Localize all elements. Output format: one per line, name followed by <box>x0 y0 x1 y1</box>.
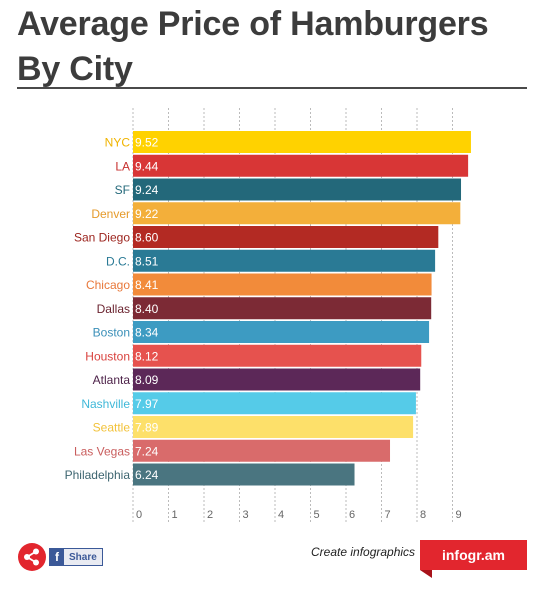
x-tick-label: 3 <box>243 509 249 521</box>
brand-ribbon-tail <box>420 570 432 578</box>
value-label: 7.24 <box>135 444 159 458</box>
x-tick-label: 5 <box>314 509 320 521</box>
category-label: Denver <box>91 207 130 221</box>
value-label: 8.60 <box>135 231 159 245</box>
bar <box>133 416 414 438</box>
value-label: 8.41 <box>135 278 159 292</box>
title-divider <box>17 87 527 89</box>
category-label: LA <box>115 159 130 173</box>
category-label: Las Vegas <box>74 444 130 458</box>
x-tick-label: 6 <box>349 509 355 521</box>
category-label: Philadelphia <box>65 468 131 482</box>
value-label: 9.24 <box>135 183 159 197</box>
value-label: 8.09 <box>135 373 159 387</box>
bar <box>133 226 439 248</box>
bar <box>133 249 436 272</box>
bar <box>133 131 471 153</box>
category-label: Dallas <box>97 302 130 316</box>
x-tick-label: 9 <box>456 509 462 521</box>
category-label: SF <box>115 183 130 197</box>
share-icon <box>24 548 39 566</box>
bar <box>133 344 422 367</box>
value-label: 7.97 <box>135 397 159 411</box>
bar <box>133 368 421 391</box>
category-label: San Diego <box>74 231 130 245</box>
bar <box>133 321 430 343</box>
share-button[interactable] <box>18 543 46 571</box>
value-label: 9.52 <box>135 136 159 150</box>
bar-chart: NYC 9.52 LA 9.44 SF 9.24 Denver 9.22 San Diego 8.… <box>65 108 471 522</box>
value-label: 8.12 <box>135 349 159 363</box>
infogram-brand-button[interactable]: infogr.am <box>420 540 527 570</box>
bar <box>133 297 432 320</box>
category-label: Atlanta <box>93 373 131 387</box>
bar <box>133 392 416 415</box>
value-label: 9.22 <box>135 207 159 221</box>
brand-label: infogr.am <box>441 547 505 563</box>
category-label: NYC <box>105 136 131 150</box>
category-label: Nashville <box>81 397 130 411</box>
bar <box>133 178 462 201</box>
x-tick-label: 8 <box>420 509 426 521</box>
x-tick-label: 4 <box>278 509 284 521</box>
category-label: Boston <box>93 326 130 340</box>
bar <box>133 202 461 225</box>
category-label: Chicago <box>86 278 130 292</box>
x-tick-label: 0 <box>136 509 142 521</box>
value-label: 8.51 <box>135 254 159 268</box>
value-label: 6.24 <box>135 468 159 482</box>
value-label: 8.40 <box>135 302 159 316</box>
bar <box>133 273 432 296</box>
category-label: Seattle <box>93 421 131 435</box>
category-label: D.C. <box>106 254 130 268</box>
x-tick-label: 2 <box>207 509 213 521</box>
facebook-share-label: Share <box>69 552 97 563</box>
bar <box>133 439 391 462</box>
value-label: 8.34 <box>135 326 159 340</box>
bar <box>133 463 355 486</box>
value-label: 7.89 <box>135 421 159 435</box>
chart-title: Average Price of Hamburgers By City <box>17 5 489 88</box>
create-infographics-link[interactable]: Create infographics <box>311 545 416 559</box>
value-label: 9.44 <box>135 159 159 173</box>
x-tick-label: 1 <box>172 509 178 521</box>
x-tick-label: 7 <box>385 509 391 521</box>
facebook-share-button[interactable]: f Share <box>49 548 103 566</box>
bar <box>133 154 469 177</box>
facebook-icon: f <box>50 549 64 565</box>
category-label: Houston <box>85 349 130 363</box>
